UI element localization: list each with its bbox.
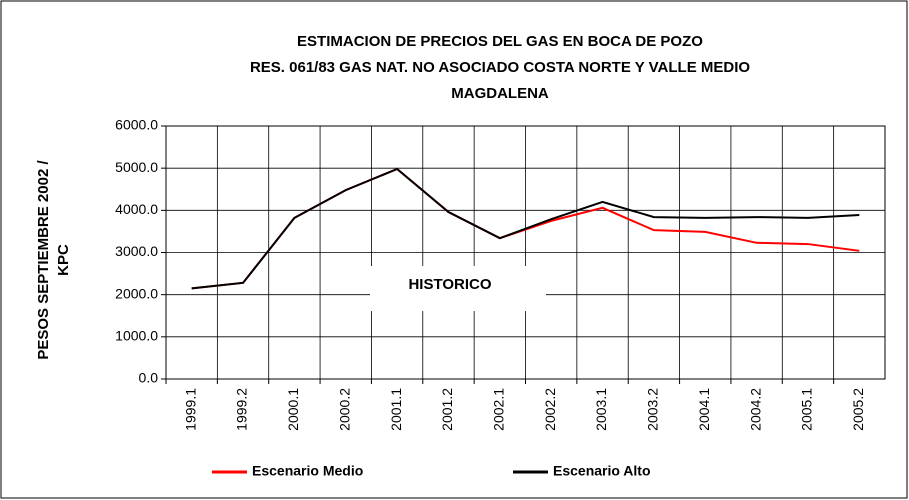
y-tick-label: 0.0 — [139, 370, 159, 386]
x-tick-label: 2004.1 — [696, 388, 712, 431]
x-tick-label: 2002.1 — [491, 388, 507, 431]
y-tick-label: 5000.0 — [115, 159, 158, 175]
x-tick-label: 2003.1 — [593, 388, 609, 431]
x-tick-label: 2002.2 — [542, 388, 558, 431]
x-tick-label: 2000.1 — [285, 388, 301, 431]
y-tick-label: 6000.0 — [115, 117, 158, 133]
series-line — [191, 167, 860, 290]
x-tick-label: 2005.1 — [799, 388, 815, 431]
chart-title: RES. 061/83 GAS NAT. NO ASOCIADO COSTA N… — [250, 59, 750, 76]
x-tick-label: 2004.2 — [747, 388, 763, 431]
x-tick-label: 2001.2 — [439, 388, 455, 431]
y-axis-label: PESOS SEPTIEMBRE 2002 / — [35, 160, 52, 360]
y-tick-label: 4000.0 — [115, 201, 158, 217]
legend-label: Escenario Medio — [252, 463, 363, 479]
chart-title: MAGDALENA — [451, 85, 549, 102]
x-tick-label: 1999.2 — [234, 388, 250, 431]
y-tick-label: 1000.0 — [115, 328, 158, 344]
y-tick-label: 2000.0 — [115, 285, 158, 301]
x-tick-label: 2000.2 — [336, 388, 352, 431]
annotation: HISTORICO — [408, 276, 491, 293]
chart-title: ESTIMACION DE PRECIOS DEL GAS EN BOCA DE… — [297, 33, 703, 50]
y-axis-label: KPC — [55, 244, 72, 276]
x-tick-label: 2003.2 — [645, 388, 661, 431]
x-tick-label: 1999.1 — [182, 388, 198, 431]
x-tick-label: 2001.1 — [388, 388, 404, 431]
x-tick-label: 2005.2 — [850, 388, 866, 431]
y-tick-label: 3000.0 — [115, 243, 158, 259]
legend-label: Escenario Alto — [553, 463, 651, 479]
annotation-box — [370, 266, 546, 311]
